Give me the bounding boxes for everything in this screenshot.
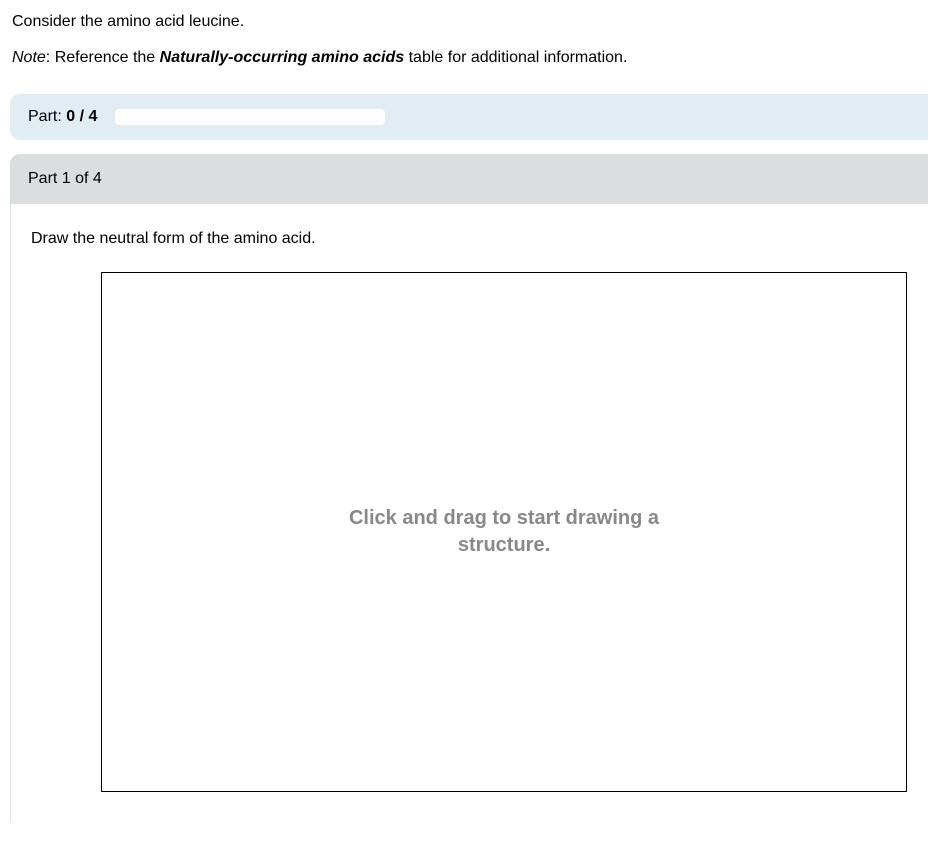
- structure-drawing-canvas[interactable]: Click and drag to start drawing a struct…: [101, 272, 907, 792]
- progress-total: 4: [88, 108, 97, 125]
- question-intro: Consider the amino acid leucine. Note: R…: [0, 0, 928, 86]
- canvas-placeholder-line2: structure.: [458, 534, 550, 556]
- intro-line-1: Consider the amino acid leucine.: [12, 10, 916, 34]
- part-instruction: Draw the neutral form of the amino acid.: [31, 230, 908, 248]
- progress-prefix: Part:: [28, 108, 66, 125]
- progress-current: 0: [66, 108, 75, 125]
- progress-row: Part: 0 / 4: [10, 94, 928, 140]
- progress-sep: /: [75, 108, 88, 125]
- amino-acids-reference-link[interactable]: Naturally-occurring amino acids: [160, 49, 405, 66]
- canvas-placeholder-line1: Click and drag to start drawing a: [349, 507, 659, 529]
- part-body: Draw the neutral form of the amino acid.…: [10, 204, 928, 822]
- note-tail: table for additional information.: [404, 49, 627, 66]
- intro-note: Note: Reference the Naturally-occurring …: [12, 46, 916, 70]
- progress-label: Part: 0 / 4: [28, 108, 97, 126]
- progress-track: [115, 109, 385, 125]
- note-label: Note: [12, 49, 46, 66]
- part-header: Part 1 of 4: [10, 154, 928, 204]
- note-sep: : Reference the: [46, 49, 160, 66]
- canvas-placeholder: Click and drag to start drawing a struct…: [349, 505, 659, 559]
